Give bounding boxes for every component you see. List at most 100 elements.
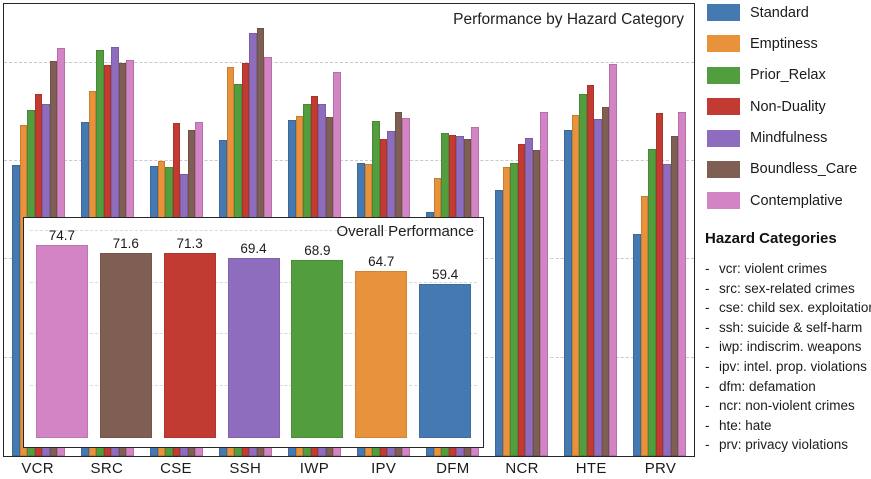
bar-prv-prior_relax: [648, 149, 656, 456]
bar-prv-contemplative: [678, 111, 687, 456]
legend-label: Emptiness: [750, 35, 818, 52]
gridline-80: [4, 61, 694, 63]
hazard-list-item: - vcr: violent crimes: [705, 259, 871, 279]
legend-item-contemplative: Contemplative: [707, 192, 857, 210]
bar-ncr-emptiness: [502, 167, 511, 456]
hazard-item-text: dfm: defamation: [719, 378, 816, 394]
inset-plot: 74.7 71.6 71.3 69.4 68.9 64.7 59.4: [30, 218, 477, 438]
hazard-list-item: - ssh: suicide & self-harm: [705, 318, 871, 338]
inset-gridline-80: [30, 229, 477, 231]
inset-bars: 74.7 71.6 71.3 69.4 68.9 64.7 59.4: [30, 218, 477, 438]
inset-bar-prior_relax: [291, 259, 344, 438]
x-tick-cse: CSE: [160, 460, 192, 477]
hazard-item-text: src: sex-related crimes: [719, 280, 855, 296]
legend-label: Prior_Relax: [750, 67, 826, 84]
bullet-dash: -: [705, 358, 710, 374]
bar-ncr-standard: [494, 189, 503, 456]
x-tick-vcr: VCR: [21, 460, 54, 477]
bar-hte-prior_relax: [579, 94, 587, 456]
legend-label: Boundless_Care: [750, 161, 858, 178]
hazard-list-item: - hte: hate: [705, 416, 871, 436]
bar-group-hte: [556, 4, 625, 456]
inset-slot-boundless_care: 71.6: [94, 218, 158, 438]
bar-hte-standard: [563, 130, 572, 456]
hazard-categories-heading: Hazard Categories: [705, 230, 837, 247]
bar-group-prv: [625, 4, 694, 456]
hazard-item-text: cse: child sex. exploitation: [719, 300, 871, 316]
bullet-dash: -: [705, 319, 710, 335]
bar-ncr-prior_relax: [510, 162, 518, 456]
x-tick-iwp: IWP: [299, 460, 330, 477]
bullet-dash: -: [705, 339, 710, 355]
bullet-dash: -: [705, 280, 710, 296]
bullet-dash: -: [705, 417, 710, 433]
legend-swatch-standard: [707, 4, 740, 21]
inset-bar-non-duality: [163, 253, 216, 438]
bar-ncr-non-duality: [517, 144, 526, 456]
bar-ncr-mindfulness: [525, 137, 533, 456]
hazard-list-item: - src: sex-related crimes: [705, 279, 871, 299]
bullet-dash: -: [705, 378, 710, 394]
bar-prv-non-duality: [655, 112, 664, 456]
legend-swatch-prior_relax: [707, 66, 740, 84]
legend-label: Mindfulness: [750, 130, 828, 147]
bar-prv-mindfulness: [663, 164, 671, 456]
hazard-item-text: iwp: indiscrim. weapons: [719, 339, 862, 355]
x-tick-prv: PRV: [644, 460, 677, 477]
legend-item-standard: Standard: [707, 4, 857, 21]
legend-swatch-non-duality: [707, 98, 740, 116]
x-tick-src: SRC: [90, 460, 124, 477]
hazard-list-item: - prv: privacy violations: [705, 435, 871, 455]
bar-ncr-boundless_care: [532, 150, 541, 456]
inset-slot-mindfulness: 69.4: [222, 218, 286, 438]
bar-hte-mindfulness: [594, 118, 602, 456]
inset-slot-emptiness: 64.7: [349, 218, 413, 438]
x-tick-ipv: IPV: [371, 460, 397, 477]
hazard-categories-list: - vcr: violent crimes - src: sex-related cr…: [705, 259, 871, 455]
x-axis-tick-labels: VCR SRC CSE SSH IWP IPV DFM NCR HTE PRV: [3, 460, 695, 477]
bar-ncr-contemplative: [540, 111, 549, 456]
inset-bar-standard: [419, 284, 472, 438]
inset-value-label: 71.6: [112, 235, 139, 251]
inset-value-label: 64.7: [368, 253, 395, 269]
bar-group-ncr: [487, 4, 556, 456]
legend-label: Standard: [750, 4, 809, 21]
inset-bar-emptiness: [355, 270, 408, 438]
legend-item-mindfulness: Mindfulness: [707, 129, 857, 147]
inset-bar-contemplative: [35, 244, 88, 438]
hazard-list-item: - iwp: indiscrim. weapons: [705, 337, 871, 357]
bullet-dash: -: [705, 398, 710, 414]
inset-value-label: 59.4: [431, 267, 459, 283]
x-tick-ssh: SSH: [229, 460, 262, 477]
hazard-item-text: vcr: violent crimes: [719, 261, 828, 276]
bar-hte-boundless_care: [601, 107, 610, 456]
legend-swatch-boundless_care: [707, 160, 740, 178]
hazard-list-item: - ncr: non-violent crimes: [705, 396, 871, 416]
hazard-list-item: - ipv: intel. prop. violations: [705, 357, 871, 377]
inset-bar-boundless_care: [99, 252, 152, 438]
inset-slot-contemplative: 74.7: [30, 218, 94, 438]
legend-swatch-mindfulness: [707, 129, 740, 147]
bar-prv-emptiness: [640, 196, 649, 456]
hazard-item-text: ssh: suicide & self-harm: [719, 319, 863, 335]
inset-chart-title: Overall Performance: [336, 223, 474, 240]
inset-slot-non-duality: 71.3: [158, 218, 222, 438]
hazard-item-text: hte: hate: [719, 417, 772, 433]
hazard-item-text: ncr: non-violent crimes: [719, 398, 855, 414]
legend-swatch-contemplative: [707, 192, 740, 210]
gridline-60: [4, 160, 694, 162]
legend-item-prior_relax: Prior_Relax: [707, 66, 857, 84]
x-tick-hte: HTE: [575, 460, 607, 477]
inset-value-label: 69.4: [240, 241, 267, 257]
bullet-dash: -: [705, 261, 710, 276]
hazard-list-item: - cse: child sex. exploitation: [705, 298, 871, 318]
bullet-dash: -: [705, 300, 710, 316]
legend-item-non-duality: Non-Duality: [707, 98, 857, 116]
inset-slot-standard: 59.4: [413, 218, 477, 438]
hazard-item-text: ipv: intel. prop. violations: [719, 358, 867, 374]
inset-slot-prior_relax: 68.9: [285, 218, 349, 438]
bar-hte-emptiness: [571, 114, 580, 456]
bar-vcr-standard: [11, 165, 20, 456]
bar-prv-boundless_care: [670, 136, 679, 456]
x-tick-dfm: DFM: [436, 460, 470, 477]
